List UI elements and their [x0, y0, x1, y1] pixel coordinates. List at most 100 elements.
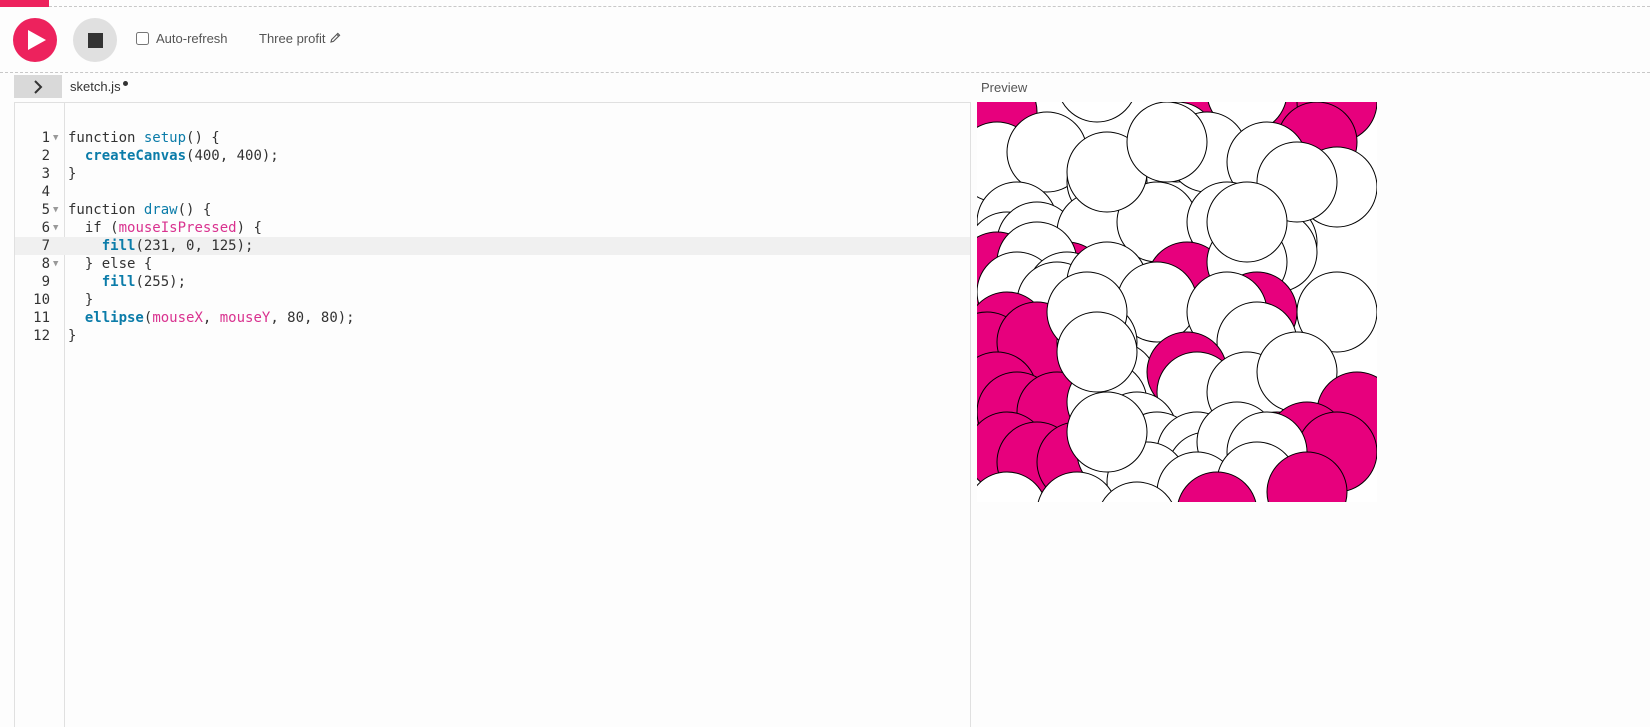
ellipse-mark	[1177, 471, 1257, 502]
code-line[interactable]: 1 ▼ function setup() {	[15, 129, 970, 147]
preview-label: Preview	[981, 80, 1028, 95]
unsaved-indicator	[122, 80, 128, 86]
chevron-right-icon	[34, 79, 43, 94]
line-number: 3	[41, 166, 50, 182]
ellipse-mark	[1126, 102, 1208, 183]
code-token	[68, 310, 85, 326]
code-line[interactable]: 9 fill(255);	[15, 273, 970, 291]
auto-refresh-toggle[interactable]: Auto-refresh	[136, 31, 228, 46]
code-token: else	[101, 256, 136, 272]
code-line[interactable]: 10 }	[15, 291, 970, 309]
ellipse-mark	[1066, 391, 1148, 473]
code-line[interactable]: 5 ▼ function draw() {	[15, 201, 970, 219]
code-token: function	[68, 202, 144, 218]
toolbar-divider	[0, 72, 1650, 73]
code-line[interactable]: 3}	[15, 165, 970, 183]
code-token	[68, 238, 102, 254]
line-number: 6	[41, 220, 50, 236]
line-number: 9	[41, 274, 50, 290]
code-token	[68, 274, 102, 290]
code-token: }	[68, 292, 94, 308]
code-token: ellipse	[84, 310, 144, 326]
code-text: } else {	[68, 255, 152, 273]
code-token: (	[143, 310, 153, 326]
code-line[interactable]: 6 ▼ if (mouseIsPressed) {	[15, 219, 970, 237]
ellipse-mark	[1037, 471, 1117, 502]
line-number: 8	[41, 256, 50, 272]
top-accent-bar	[0, 0, 49, 7]
ellipse-mark	[1206, 181, 1288, 263]
fold-arrow-icon[interactable]: ▼	[53, 133, 59, 143]
code-text: fill(255);	[68, 273, 186, 291]
line-number: 12	[33, 328, 50, 344]
code-token: draw	[143, 202, 178, 218]
code-line[interactable]: 12}	[15, 327, 970, 345]
project-name-text: Three profit	[259, 31, 326, 46]
code-editor[interactable]: 1 ▼ function setup() {2 createCanvas(400, …	[14, 102, 971, 727]
top-divider	[49, 6, 1650, 7]
code-line[interactable]: 4	[15, 183, 970, 201]
code-token: createCanvas	[84, 148, 187, 164]
code-text: ellipse(mouseX, mouseY, 80, 80);	[68, 309, 355, 327]
line-number: 11	[33, 310, 50, 326]
line-number: 4	[41, 184, 50, 200]
code-text: if (mouseIsPressed) {	[68, 219, 262, 237]
code-line[interactable]: 7 fill(231, 0, 125);	[15, 237, 970, 255]
code-text: createCanvas(400, 400);	[68, 147, 279, 165]
play-button[interactable]	[13, 18, 57, 62]
project-name[interactable]: Three profit	[259, 31, 341, 46]
code-token: ) {	[236, 220, 262, 236]
pencil-icon[interactable]	[330, 31, 341, 46]
code-token	[68, 148, 85, 164]
code-token: if	[84, 220, 111, 236]
line-number: 7	[41, 238, 50, 254]
code-token: ,	[202, 310, 220, 326]
code-text: }	[68, 165, 76, 183]
file-name: sketch.js	[70, 79, 121, 94]
stop-button[interactable]	[73, 18, 117, 62]
fold-arrow-icon[interactable]: ▼	[53, 223, 59, 233]
code-token: , 80, 80);	[270, 310, 355, 326]
auto-refresh-checkbox[interactable]	[136, 32, 149, 45]
code-token: function	[68, 130, 144, 146]
fold-arrow-icon[interactable]: ▼	[53, 205, 59, 215]
code-token: (255);	[135, 274, 187, 290]
sketch-output	[977, 102, 1377, 502]
line-number: 5	[41, 202, 50, 218]
file-tab[interactable]: sketch.js	[70, 79, 128, 94]
code-line[interactable]: 2 createCanvas(400, 400);	[15, 147, 970, 165]
code-token: () {	[186, 130, 220, 146]
code-token: (	[110, 220, 119, 236]
ellipse-mark	[1101, 481, 1173, 502]
toolbar: Auto-refresh Three profit	[0, 7, 1650, 72]
code-line[interactable]: 11 ellipse(mouseX, mouseY, 80, 80);	[15, 309, 970, 327]
code-area[interactable]: 1 ▼ function setup() {2 createCanvas(400, …	[15, 129, 970, 345]
code-token: fill	[101, 274, 136, 290]
ellipse-mark	[977, 471, 1047, 502]
line-number-gutter	[15, 103, 65, 727]
code-token: (231, 0, 125);	[135, 238, 254, 254]
code-token: setup	[143, 130, 187, 146]
sidebar-toggle-button[interactable]	[14, 75, 62, 98]
line-number: 2	[41, 148, 50, 164]
ellipse-mark	[1296, 271, 1377, 353]
code-token: (400, 400);	[186, 148, 279, 164]
code-token: mouseX	[152, 310, 203, 326]
play-icon	[28, 30, 46, 50]
code-token	[68, 220, 85, 236]
code-text: }	[68, 327, 76, 345]
code-text: fill(231, 0, 125);	[68, 237, 254, 255]
code-text: function setup() {	[68, 129, 220, 147]
code-line[interactable]: 8 ▼ } else {	[15, 255, 970, 273]
code-token: fill	[101, 238, 136, 254]
ellipse-mark	[1056, 311, 1138, 393]
code-text: }	[68, 291, 93, 309]
ellipse-mark	[1061, 102, 1133, 123]
line-number: 1	[41, 130, 50, 146]
code-token: }	[68, 166, 77, 182]
code-token: mouseIsPressed	[118, 220, 237, 236]
code-token: }	[68, 328, 77, 344]
preview-canvas[interactable]	[977, 102, 1377, 502]
code-token: {	[135, 256, 153, 272]
fold-arrow-icon[interactable]: ▼	[53, 259, 59, 269]
